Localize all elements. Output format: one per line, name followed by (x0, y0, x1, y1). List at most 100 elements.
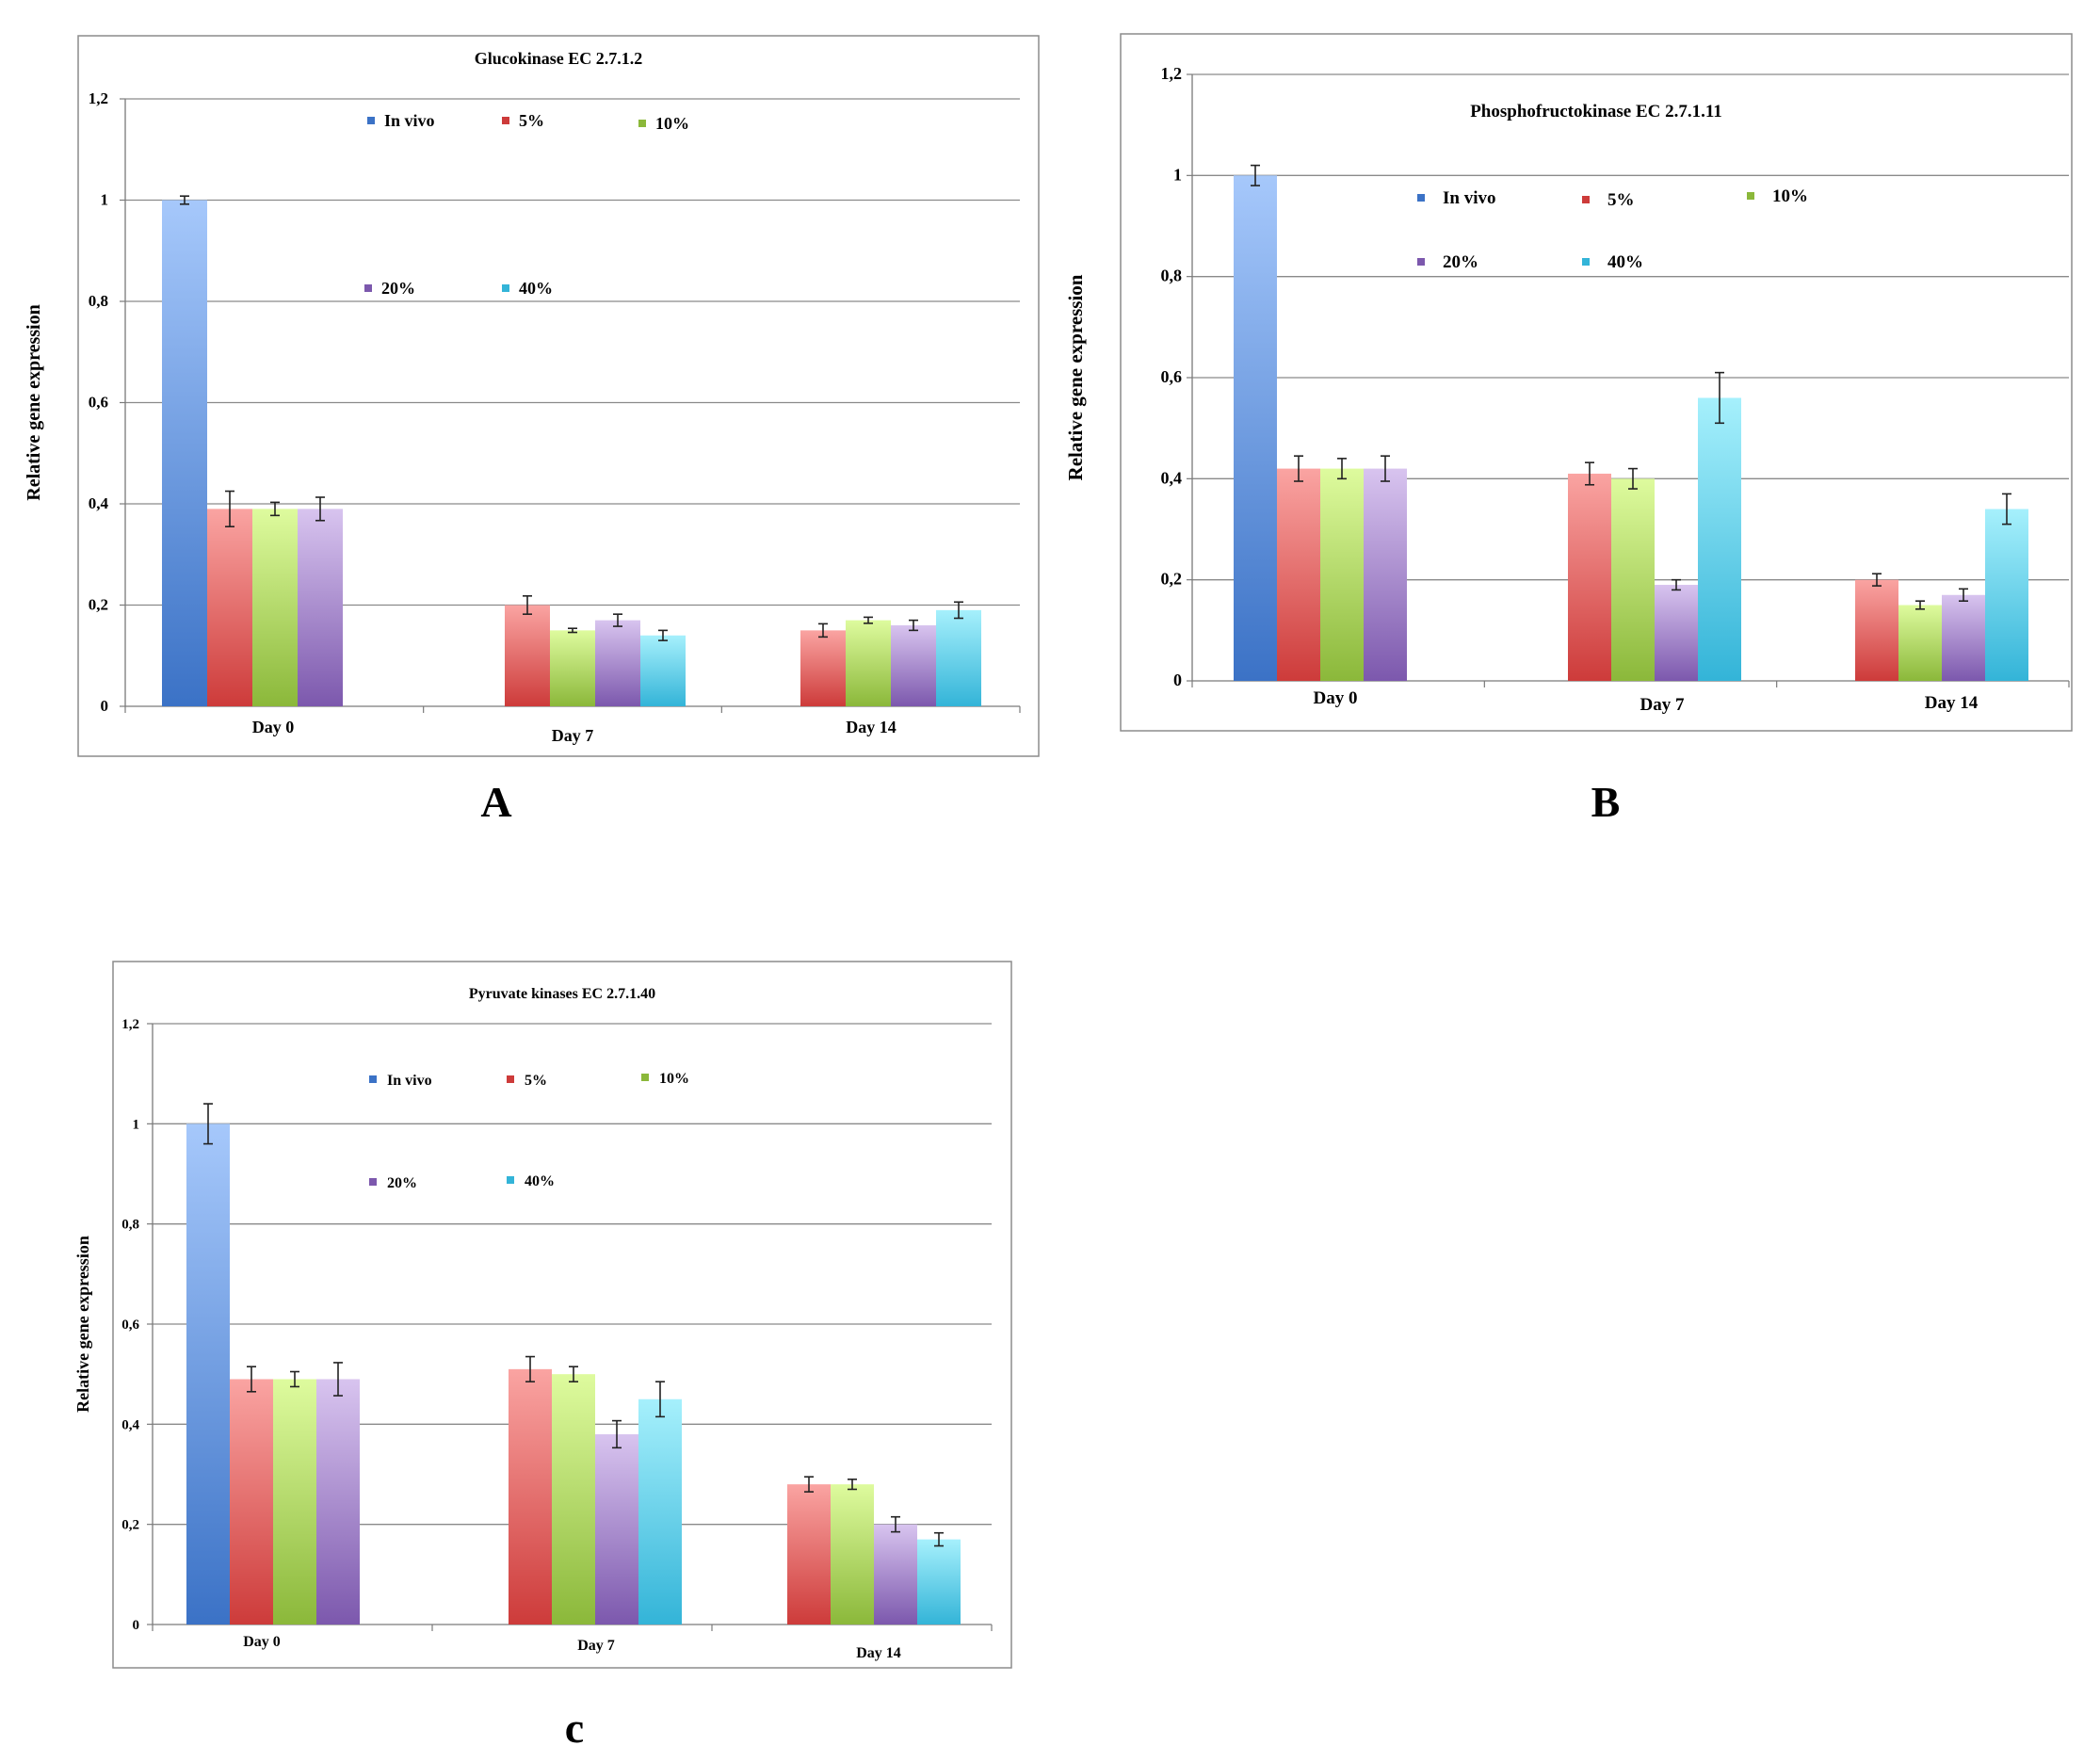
legend-swatch (502, 117, 509, 124)
bar (298, 509, 343, 706)
legend-label: 10% (655, 114, 689, 133)
error-bar (1715, 371, 1724, 425)
bar (552, 1374, 595, 1625)
legend-label: 5% (525, 1073, 547, 1089)
x-tick-label: Day 14 (856, 1645, 901, 1661)
error-bar (523, 595, 532, 615)
chart-title: Glucokinase EC 2.7.1.2 (475, 49, 643, 68)
error-bar (1381, 455, 1390, 482)
bar (509, 1368, 552, 1625)
chart-3: 0 0,2 0,4 0,6 0,8 1 1,2 Day 0 Day 7 Day 14 Pyruvat… (73, 961, 1012, 1669)
y-tick-label: 0,6 (89, 394, 108, 412)
bar (186, 1123, 230, 1625)
bar (831, 1484, 874, 1625)
bar (1698, 397, 1741, 681)
error-bar (247, 1366, 256, 1393)
error-bar (848, 1479, 857, 1491)
error-bar (2002, 493, 2011, 525)
bar (316, 1379, 360, 1625)
error-bar (612, 1419, 622, 1449)
bar (1277, 468, 1320, 681)
bar (162, 200, 207, 706)
legend-label: 20% (1443, 252, 1478, 272)
legend-swatch (367, 117, 375, 124)
legend-label: 10% (659, 1071, 689, 1087)
bar (550, 630, 595, 706)
error-bar (225, 490, 234, 527)
bar (800, 630, 846, 706)
error-bar (525, 1355, 535, 1382)
y-tick-label: 0 (1173, 671, 1182, 689)
y-tick-label: 0,2 (1161, 570, 1183, 589)
panel-label-b: B (1591, 778, 1621, 826)
chart-1: 0 0,2 0,4 0,6 0,8 1 1,2 Day 0 Day 7 Day 14 Glucoki… (24, 35, 1040, 757)
y-tick-label: 0,6 (121, 1317, 139, 1333)
legend-swatch (1417, 258, 1425, 266)
error-bar (658, 629, 668, 641)
error-bar (1628, 467, 1638, 490)
error-bar (333, 1362, 343, 1397)
error-bar (1915, 600, 1925, 610)
error-bar (954, 601, 963, 620)
y-tick-label: 0,4 (1161, 468, 1183, 487)
error-bar (1337, 458, 1347, 480)
y-tick-label: 0 (101, 697, 109, 715)
legend-label: 20% (381, 279, 415, 298)
y-tick-label: 1 (1173, 165, 1182, 184)
x-tick-label: Day 14 (846, 718, 897, 736)
error-bar (569, 1366, 578, 1382)
legend-label: In vivo (387, 1073, 432, 1089)
bar (1320, 468, 1364, 681)
error-bar (290, 1370, 299, 1388)
error-bar (934, 1531, 944, 1547)
bar (595, 620, 640, 706)
bar (1898, 605, 1942, 681)
bar (1568, 473, 1611, 681)
x-tick-label: Day 7 (552, 726, 594, 745)
y-tick-label: 1,2 (121, 1017, 139, 1032)
y-tick-label: 0,8 (89, 292, 108, 310)
x-tick-label: Day 14 (1925, 693, 1979, 713)
y-tick-label: 0,2 (89, 596, 108, 614)
legend-swatch (638, 120, 646, 127)
legend-swatch (364, 284, 372, 292)
y-tick-label: 1 (101, 191, 109, 209)
legend-label: 20% (387, 1175, 417, 1191)
bar (640, 635, 686, 706)
legend-swatch (369, 1178, 377, 1186)
y-tick-label: 1,2 (89, 89, 108, 107)
y-tick-label: 0,4 (89, 494, 109, 512)
error-bar (818, 622, 828, 639)
bar (936, 609, 981, 706)
bar (1942, 594, 1985, 681)
x-tick-label: Day 0 (252, 718, 295, 736)
legend-swatch (1417, 194, 1425, 202)
legend-label: 40% (519, 279, 553, 298)
legend-swatch (507, 1176, 514, 1184)
bar (1985, 509, 2028, 681)
legend-label: 5% (519, 111, 544, 130)
bar (846, 620, 891, 706)
error-bar (1585, 461, 1594, 486)
legend-swatch (369, 1075, 377, 1083)
legend-label: 40% (1607, 252, 1643, 272)
error-bar (180, 195, 189, 205)
bar (891, 625, 936, 706)
bar (595, 1433, 638, 1625)
error-bar (203, 1103, 213, 1145)
bar (1234, 175, 1277, 682)
bar (787, 1484, 831, 1625)
panel-label-c: c (564, 1704, 585, 1752)
bar (1655, 585, 1698, 681)
y-tick-label: 0,8 (121, 1218, 139, 1233)
error-bar (804, 1476, 814, 1493)
bar (917, 1539, 961, 1625)
bar (505, 605, 550, 706)
error-bar (315, 496, 325, 522)
error-bar (1294, 455, 1303, 482)
y-tick-label: 0,6 (1161, 367, 1183, 386)
legend-label: 40% (525, 1173, 555, 1189)
error-bar (1959, 588, 1968, 603)
